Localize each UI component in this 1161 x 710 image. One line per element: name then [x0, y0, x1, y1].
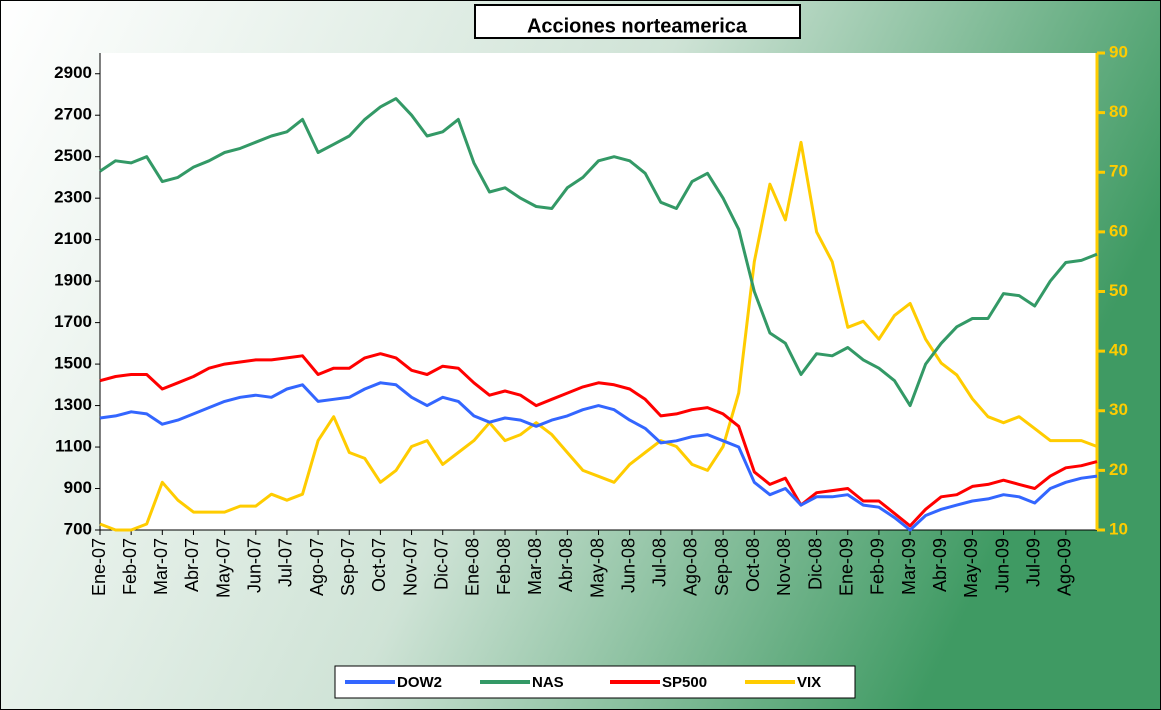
- x-tick-label: Ago-09: [1055, 538, 1075, 596]
- x-tick-label: Jun-09: [992, 538, 1012, 593]
- x-tick-label: Feb-09: [868, 538, 888, 595]
- y-tick-label: 1500: [54, 354, 92, 373]
- y-tick-label: 2900: [54, 63, 92, 82]
- y-tick-label: 1100: [55, 437, 92, 456]
- x-tick-label: Ene-09: [837, 538, 857, 596]
- x-tick-label: May-09: [961, 538, 981, 598]
- x-tick-label: Jul-07: [276, 538, 296, 587]
- y-tick-label: 1300: [54, 395, 92, 414]
- x-tick-label: Oct-08: [743, 538, 763, 592]
- x-tick-label: Ago-08: [681, 538, 701, 596]
- x-tick-label: May-07: [213, 538, 233, 598]
- x-tick-label: Dic-07: [431, 538, 451, 590]
- x-tick-label: Feb-07: [120, 538, 140, 595]
- y2-tick-label: 70: [1109, 162, 1128, 181]
- y-tick-label: 900: [64, 478, 92, 497]
- x-tick-label: Ene-07: [89, 538, 109, 596]
- x-tick-label: Dic-08: [805, 538, 825, 590]
- x-tick-label: Oct-07: [369, 538, 389, 592]
- y2-tick-label: 60: [1109, 221, 1128, 240]
- y2-tick-label: 10: [1109, 519, 1128, 538]
- legend-label: NAS: [532, 674, 564, 691]
- y2-tick-label: 30: [1109, 400, 1128, 419]
- x-tick-label: Abr-07: [182, 538, 202, 592]
- x-tick-label: Mar-09: [899, 538, 919, 595]
- x-tick-label: Sep-08: [712, 538, 732, 596]
- series-line: [99, 352, 1098, 528]
- y-tick-label: 1700: [54, 312, 92, 331]
- x-tick-label: Ago-07: [307, 538, 327, 596]
- title-box: [474, 4, 801, 39]
- x-tick-label: Abr-08: [556, 538, 576, 592]
- legend-label: DOW2: [397, 674, 442, 691]
- x-tick-label: Jun-08: [618, 538, 638, 593]
- y2-tick-label: 90: [1109, 42, 1128, 61]
- series-line: [99, 140, 1098, 532]
- series-line: [99, 97, 1098, 408]
- x-tick-label: Sep-07: [338, 538, 358, 596]
- x-tick-label: May-08: [587, 538, 607, 598]
- y2-tick-label: 50: [1109, 281, 1128, 300]
- x-tick-label: Nov-08: [774, 538, 794, 596]
- y-tick-label: 1900: [54, 271, 92, 290]
- legend-label: SP500: [662, 674, 707, 691]
- x-tick-label: Jul-09: [1023, 538, 1043, 587]
- x-tick-label: Mar-07: [151, 538, 171, 595]
- y2-tick-label: 80: [1109, 102, 1128, 121]
- y-tick-label: 700: [64, 519, 92, 538]
- y-tick-label: 2300: [54, 188, 92, 207]
- x-tick-label: Ene-08: [463, 538, 483, 596]
- y-tick-label: 2100: [54, 229, 92, 248]
- y2-tick-label: 40: [1109, 341, 1128, 360]
- y-tick-label: 2700: [54, 105, 92, 124]
- x-tick-label: Abr-09: [930, 538, 950, 592]
- legend-label: VIX: [797, 674, 821, 691]
- plot-area: [100, 53, 1097, 530]
- y-tick-label: 2500: [54, 146, 92, 165]
- y2-tick-label: 20: [1109, 460, 1128, 479]
- x-tick-label: Jul-08: [650, 538, 670, 587]
- x-tick-label: Feb-08: [494, 538, 514, 595]
- series-line: [99, 381, 1098, 532]
- x-tick-label: Jun-07: [245, 538, 265, 593]
- x-tick-label: Nov-07: [400, 538, 420, 596]
- chart-title: Acciones norteamerica: [527, 15, 748, 37]
- x-tick-label: Mar-08: [525, 538, 545, 595]
